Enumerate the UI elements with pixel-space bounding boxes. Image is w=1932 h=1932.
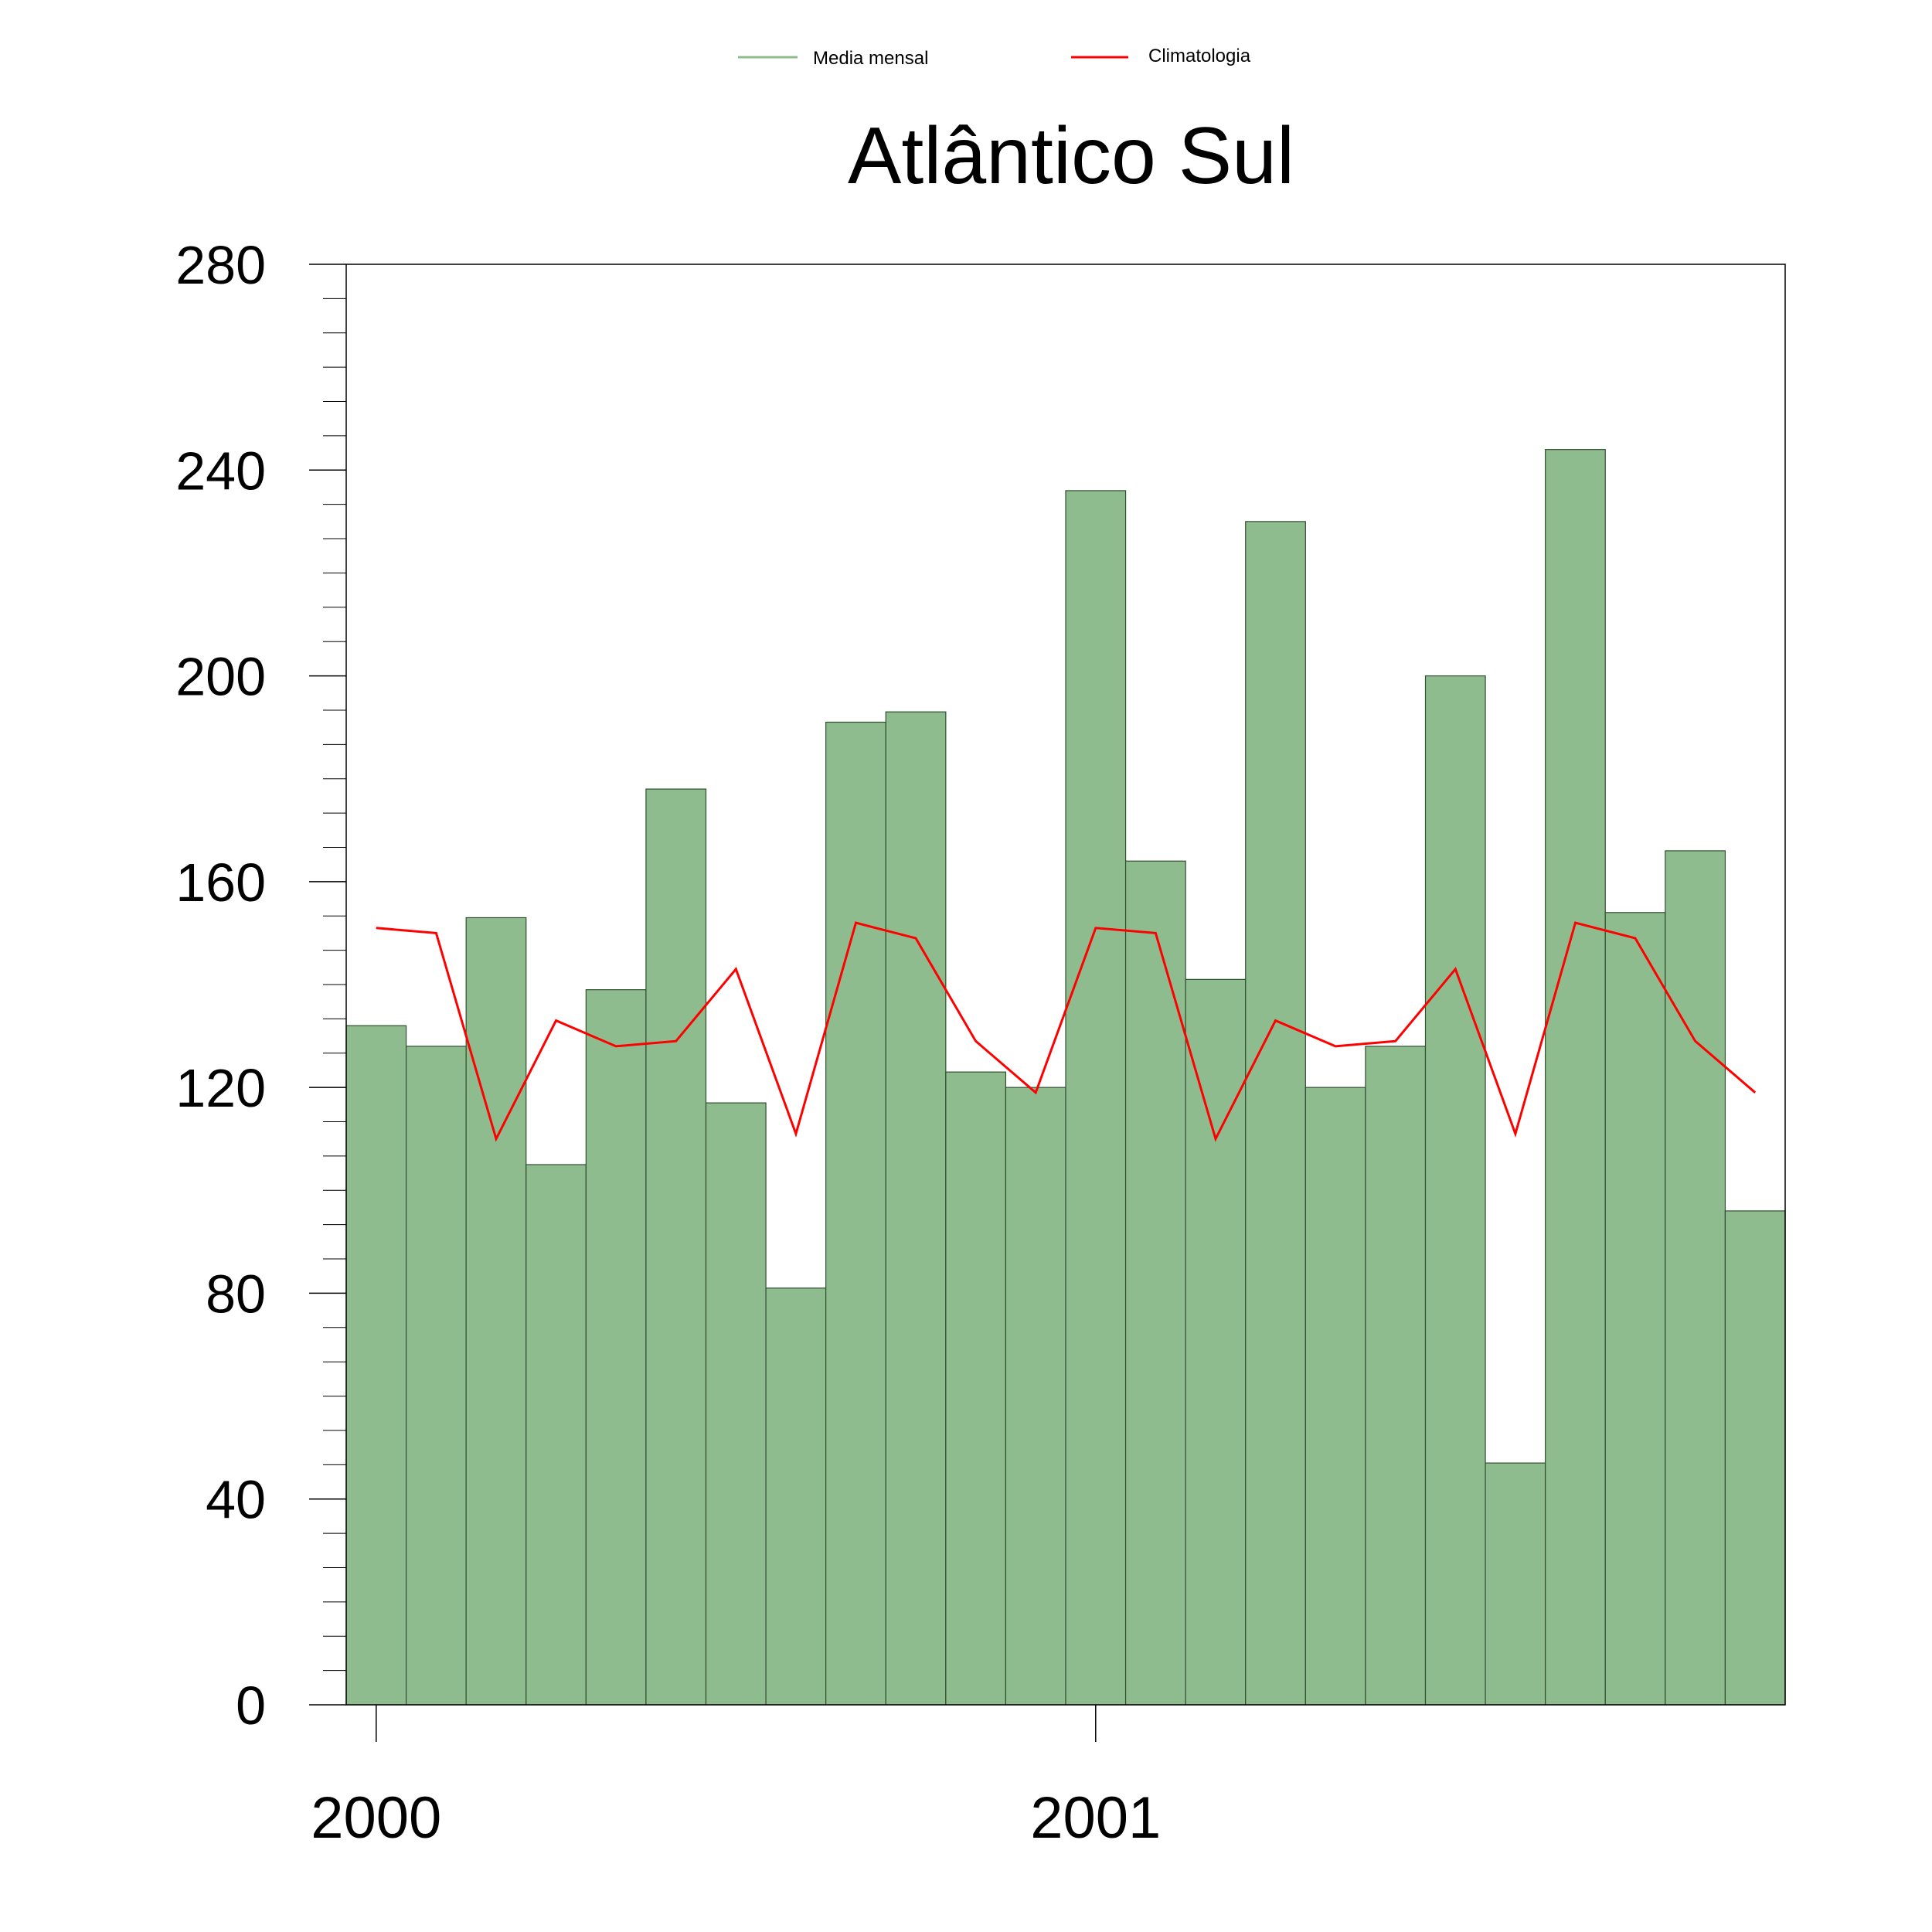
- bar-2001-11: [1665, 850, 1726, 1706]
- chart-title: Atlântico Sul: [848, 111, 1294, 201]
- legend: Media mensal Climatologia: [738, 46, 1251, 69]
- bar-2000-09: [825, 721, 886, 1706]
- y-tick-label: 160: [175, 852, 266, 913]
- bar-2000-07: [705, 1102, 767, 1706]
- bar-2001-01: [1065, 490, 1127, 1706]
- bar-2000-11: [945, 1071, 1007, 1706]
- legend-media-mensal-label: Media mensal: [813, 48, 928, 69]
- y-tick-label: 80: [206, 1264, 266, 1324]
- y-axis: 0 40 80 120 160 200 240 280: [175, 235, 346, 1736]
- bar-2000-02: [405, 1046, 467, 1706]
- bar-2001-12: [1724, 1210, 1786, 1706]
- x-tick-label: 2001: [1030, 1785, 1161, 1851]
- climatologia-line: [376, 921, 1757, 1142]
- bar-2001-07: [1424, 675, 1486, 1706]
- y-tick-label: 280: [175, 235, 266, 295]
- bar-2000-10: [885, 711, 947, 1706]
- x-tick-label: 2000: [311, 1785, 441, 1851]
- bar-2001-10: [1604, 912, 1666, 1706]
- bar-2001-03: [1185, 978, 1247, 1706]
- bar-2001-06: [1365, 1046, 1427, 1706]
- y-tick-label: 120: [175, 1058, 266, 1118]
- bar-2000-01: [345, 1025, 407, 1706]
- bar-2001-09: [1545, 449, 1606, 1706]
- bar-2001-02: [1124, 860, 1186, 1706]
- y-tick-label: 40: [206, 1470, 266, 1530]
- y-tick-label: 240: [175, 440, 266, 501]
- climatologia-line-group: [376, 921, 1757, 1142]
- bar-2000-04: [526, 1164, 587, 1706]
- bar-2001-08: [1485, 1462, 1546, 1706]
- bar-2000-12: [1005, 1087, 1066, 1706]
- bars: [345, 449, 1786, 1706]
- y-tick-label: 200: [175, 647, 266, 707]
- bar-2001-04: [1245, 521, 1306, 1706]
- y-tick-label: 0: [236, 1675, 266, 1736]
- bar-2001-05: [1304, 1087, 1366, 1706]
- x-axis: 2000 2001: [311, 1705, 1161, 1851]
- legend-climatologia-label: Climatologia: [1148, 46, 1251, 66]
- bar-2000-06: [645, 788, 707, 1706]
- bar-2000-08: [765, 1287, 827, 1706]
- bar-2000-03: [465, 917, 527, 1706]
- bar-2000-05: [585, 989, 647, 1706]
